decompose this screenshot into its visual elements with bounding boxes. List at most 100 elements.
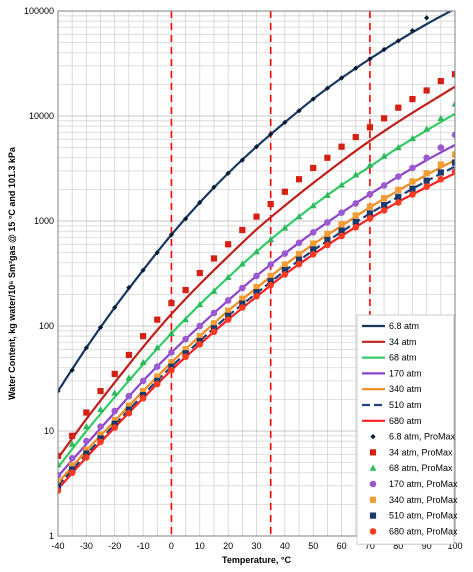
y-tick-label: 100000 <box>24 6 54 16</box>
data-point-680-atm-promax <box>324 241 331 249</box>
data-point-680-atm-promax <box>437 175 445 183</box>
data-point-6-8-atm-promax <box>154 250 160 256</box>
data-point-510-atm-promax <box>125 406 132 413</box>
data-point-34-atm-promax <box>409 95 416 103</box>
data-point-68-atm-promax <box>168 329 175 337</box>
data-point-510-atm-promax <box>253 289 260 296</box>
legend-swatch-6-8-atm-promax <box>370 434 376 440</box>
data-point-680-atm-promax <box>253 292 260 300</box>
data-point-510-atm-promax <box>97 435 104 442</box>
data-point-6-8-atm-promax <box>253 144 260 150</box>
y-axis-title: Water Content, kg water/10⁶ Sm³gas @ 15 … <box>7 146 17 400</box>
data-point-170-atm-promax <box>394 173 402 180</box>
data-point-6-8-atm-promax <box>239 157 245 163</box>
data-point-6-8-atm-promax <box>395 38 401 44</box>
data-point-340-atm-promax <box>69 462 76 469</box>
data-point-510-atm-promax <box>451 159 455 166</box>
legend-label-170-atm-promax: 170 atm, ProMax <box>389 479 458 489</box>
data-point-510-atm-promax <box>409 185 416 192</box>
data-point-170-atm-promax <box>295 239 303 247</box>
data-point-680-atm-promax <box>352 224 360 231</box>
data-point-510-atm-promax <box>267 277 274 285</box>
data-point-510-atm-promax <box>352 218 359 226</box>
data-point-34-atm-promax <box>83 409 90 416</box>
data-point-170-atm-promax <box>281 250 289 257</box>
data-point-34-atm-promax <box>295 176 303 183</box>
data-point-170-atm-promax <box>437 144 445 151</box>
data-point-68-atm-promax <box>437 114 445 121</box>
data-point-680-atm-promax <box>58 487 62 495</box>
data-point-170-atm-promax <box>182 335 189 343</box>
data-point-6-8-atm-promax <box>183 216 189 222</box>
data-point-510-atm-promax <box>437 169 444 176</box>
data-point-680-atm-promax <box>380 207 388 214</box>
data-point-6-8-atm-promax <box>97 324 104 330</box>
data-point-340-atm-promax <box>295 250 303 258</box>
data-point-6-8-atm-promax <box>197 199 203 206</box>
data-point-34-atm-promax <box>253 213 260 220</box>
data-point-340-atm-promax <box>125 402 132 409</box>
data-point-340-atm-promax <box>366 203 374 210</box>
legend-swatch-510-atm-promax <box>369 512 377 519</box>
data-point-340-atm-promax <box>352 212 359 219</box>
data-point-6-8-atm-promax <box>381 46 387 53</box>
legend-box <box>356 314 455 545</box>
data-point-170-atm-promax <box>139 377 147 385</box>
legend-label-340-atm-promax: 340 atm, ProMax <box>389 495 458 505</box>
data-point-680-atm-promax <box>423 183 430 191</box>
data-point-6-8-atm-promax <box>338 75 345 81</box>
data-point-170-atm-promax <box>253 272 260 280</box>
data-point-340-atm-promax <box>196 333 203 340</box>
y-tick-label: 10000 <box>29 111 54 121</box>
data-point-68-atm-promax <box>97 405 104 413</box>
data-point-6-8-atm-promax <box>268 131 274 137</box>
data-point-680-atm-promax <box>309 250 317 258</box>
data-point-68-atm-promax <box>281 224 289 231</box>
data-point-6-8-atm-promax <box>225 170 231 176</box>
x-tick-label: 30 <box>251 541 261 551</box>
data-point-68-atm-promax <box>323 191 331 198</box>
data-point-34-atm-promax <box>139 333 147 340</box>
data-point-68-atm-promax <box>394 144 402 151</box>
data-point-340-atm-promax <box>437 161 444 168</box>
data-point-34-atm-promax <box>437 77 444 85</box>
series-line-34-atm <box>58 85 455 459</box>
data-point-68-atm-promax <box>238 260 246 267</box>
data-point-680-atm-promax <box>139 394 147 402</box>
data-point-34-atm-promax <box>310 164 317 172</box>
data-point-6-8-atm-promax <box>58 388 61 394</box>
legend-swatch-170-atm-promax <box>369 480 377 488</box>
data-point-680-atm-promax <box>267 281 274 289</box>
data-point-6-8-atm-promax <box>140 267 146 273</box>
x-tick-label: 20 <box>223 541 233 551</box>
data-point-34-atm-promax <box>267 200 274 208</box>
data-point-680-atm-promax <box>182 353 189 361</box>
x-tick-label: -20 <box>108 541 121 551</box>
data-point-680-atm-promax <box>111 424 119 431</box>
data-point-510-atm-promax <box>310 246 317 253</box>
data-point-340-atm-promax <box>381 195 388 202</box>
data-point-340-atm-promax <box>281 261 288 268</box>
data-point-340-atm-promax <box>310 240 317 247</box>
data-point-340-atm-promax <box>338 221 345 228</box>
data-point-34-atm-promax <box>125 351 132 359</box>
data-point-170-atm-promax <box>196 322 204 330</box>
data-point-68-atm-promax <box>196 300 204 308</box>
data-point-680-atm-promax <box>409 191 416 198</box>
legend-label-170-atm: 170 atm <box>389 368 422 378</box>
data-point-510-atm-promax <box>83 450 90 457</box>
data-point-6-8-atm-promax <box>296 108 302 114</box>
data-point-68-atm-promax <box>210 287 218 294</box>
data-point-34-atm-promax <box>97 387 104 395</box>
data-point-510-atm-promax <box>423 177 430 184</box>
data-point-170-atm-promax <box>338 209 345 216</box>
data-point-170-atm-promax <box>324 219 331 226</box>
data-point-340-atm-promax <box>451 151 455 158</box>
data-point-68-atm-promax <box>82 423 90 430</box>
data-point-680-atm-promax <box>210 328 218 336</box>
data-point-340-atm-promax <box>168 359 175 366</box>
x-tick-label: -30 <box>80 541 93 551</box>
data-point-340-atm-promax <box>210 320 218 327</box>
data-point-68-atm-promax <box>309 202 317 209</box>
data-point-68-atm-promax <box>338 181 345 188</box>
